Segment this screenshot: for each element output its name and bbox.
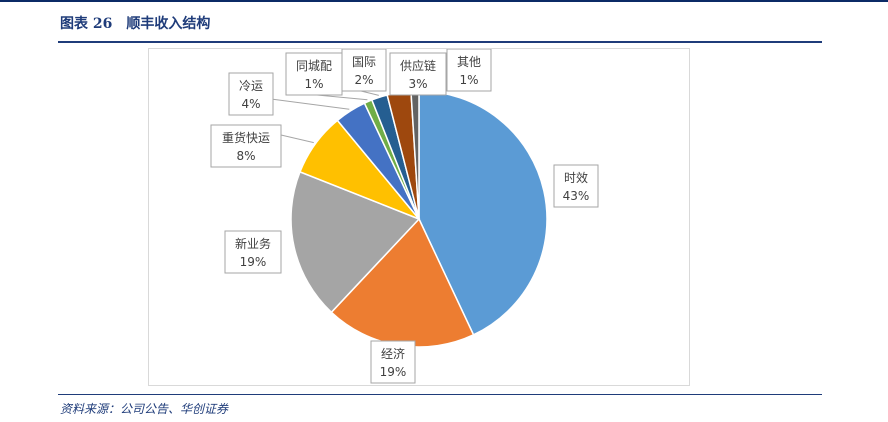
data-label-6: 同城配 1%: [285, 52, 343, 96]
top-rule: [0, 0, 888, 2]
pie-slices: [290, 90, 548, 348]
slice-value-label: 2%: [354, 73, 373, 87]
data-label-8: 供应链 3%: [389, 52, 447, 96]
source-rule: [58, 394, 822, 395]
leader-line-6: [316, 94, 368, 101]
data-label-1: 时效 43%: [553, 164, 599, 208]
data-label-5: 冷运 4%: [228, 72, 274, 116]
data-label-box: [224, 230, 282, 274]
data-label-2: 经济 19%: [370, 340, 416, 384]
slice-value-label: 8%: [236, 149, 255, 163]
pie-chart: 时效 43% 经济 19% 新业务 19% 重货快运 8% 冷运 4% 同城配 1% 国际 2% 供应链 3%…: [210, 49, 599, 384]
data-label-3: 新业务 19%: [224, 230, 282, 274]
slice-name-label: 其他: [457, 55, 481, 69]
data-label-box: [446, 49, 492, 92]
leader-line-5: [270, 98, 350, 110]
slice-value-label: 4%: [241, 97, 260, 111]
slice-value-label: 19%: [240, 255, 267, 269]
figure-title: 图表 26 顺丰收入结构: [60, 16, 211, 32]
data-label-box: [341, 49, 387, 92]
leader-line-4: [280, 134, 314, 144]
slice-value-label: 43%: [563, 189, 590, 203]
slice-name-label: 供应链: [400, 58, 436, 73]
title-rule: [58, 41, 822, 43]
chart-area: 时效 43% 经济 19% 新业务 19% 重货快运 8% 冷运 4% 同城配 1% 国际 2% 供应链 3%…: [148, 48, 690, 386]
data-label-box: [228, 72, 274, 116]
data-label-9: 其他 1%: [446, 49, 492, 92]
slice-name-label: 国际: [352, 55, 376, 69]
data-label-box: [553, 164, 599, 208]
slice-name-label: 新业务: [235, 236, 271, 251]
leader-line-7: [360, 90, 379, 96]
data-labels: 时效 43% 经济 19% 新业务 19% 重货快运 8% 冷运 4% 同城配 1% 国际 2% 供应链 3%…: [210, 49, 599, 384]
slice-value-label: 1%: [304, 77, 323, 91]
data-label-box: [210, 124, 282, 168]
slice-value-label: 19%: [380, 365, 407, 379]
slice-name-label: 经济: [381, 346, 405, 361]
data-label-box: [285, 52, 343, 96]
slice-name-label: 时效: [564, 170, 588, 185]
slice-value-label: 1%: [459, 73, 478, 87]
data-label-box: [389, 52, 447, 96]
slice-name-label: 重货快运: [222, 130, 270, 145]
data-label-box: [370, 340, 416, 384]
slice-name-label: 冷运: [239, 79, 263, 93]
label-leader-lines: [270, 90, 379, 144]
slice-name-label: 同城配: [296, 59, 332, 73]
source-note: 资料来源：公司公告、华创证券: [60, 402, 229, 416]
data-label-4: 重货快运 8%: [210, 124, 282, 168]
slice-value-label: 3%: [408, 77, 427, 91]
data-label-7: 国际 2%: [341, 49, 387, 92]
pie-slice-1: [418, 90, 548, 336]
